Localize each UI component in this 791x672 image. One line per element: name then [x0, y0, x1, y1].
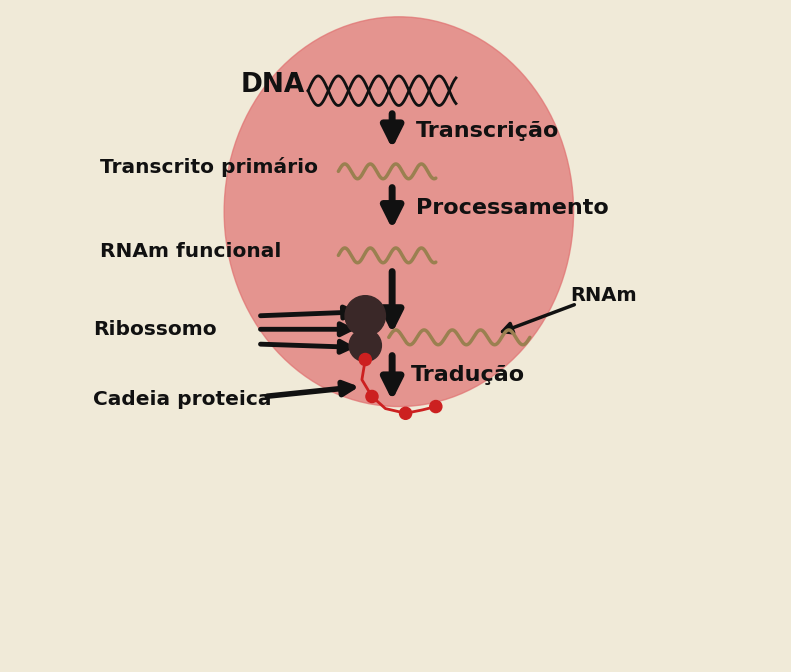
- Text: Cadeia proteica: Cadeia proteica: [93, 390, 271, 409]
- Text: DNA: DNA: [240, 73, 305, 98]
- Text: Ribossomo: Ribossomo: [93, 320, 217, 339]
- Circle shape: [430, 401, 442, 413]
- Ellipse shape: [224, 17, 573, 407]
- Circle shape: [366, 390, 378, 403]
- Text: Processamento: Processamento: [415, 198, 608, 218]
- FancyBboxPatch shape: [40, 0, 751, 672]
- Circle shape: [349, 329, 381, 362]
- Text: RNAm: RNAm: [570, 286, 637, 305]
- Circle shape: [399, 407, 411, 419]
- Text: Transcrição: Transcrição: [415, 121, 559, 141]
- Text: Transcrito primário: Transcrito primário: [100, 157, 318, 177]
- Text: RNAm funcional: RNAm funcional: [100, 242, 281, 261]
- Circle shape: [345, 296, 385, 336]
- Text: Tradução: Tradução: [411, 365, 525, 384]
- Circle shape: [359, 353, 371, 366]
